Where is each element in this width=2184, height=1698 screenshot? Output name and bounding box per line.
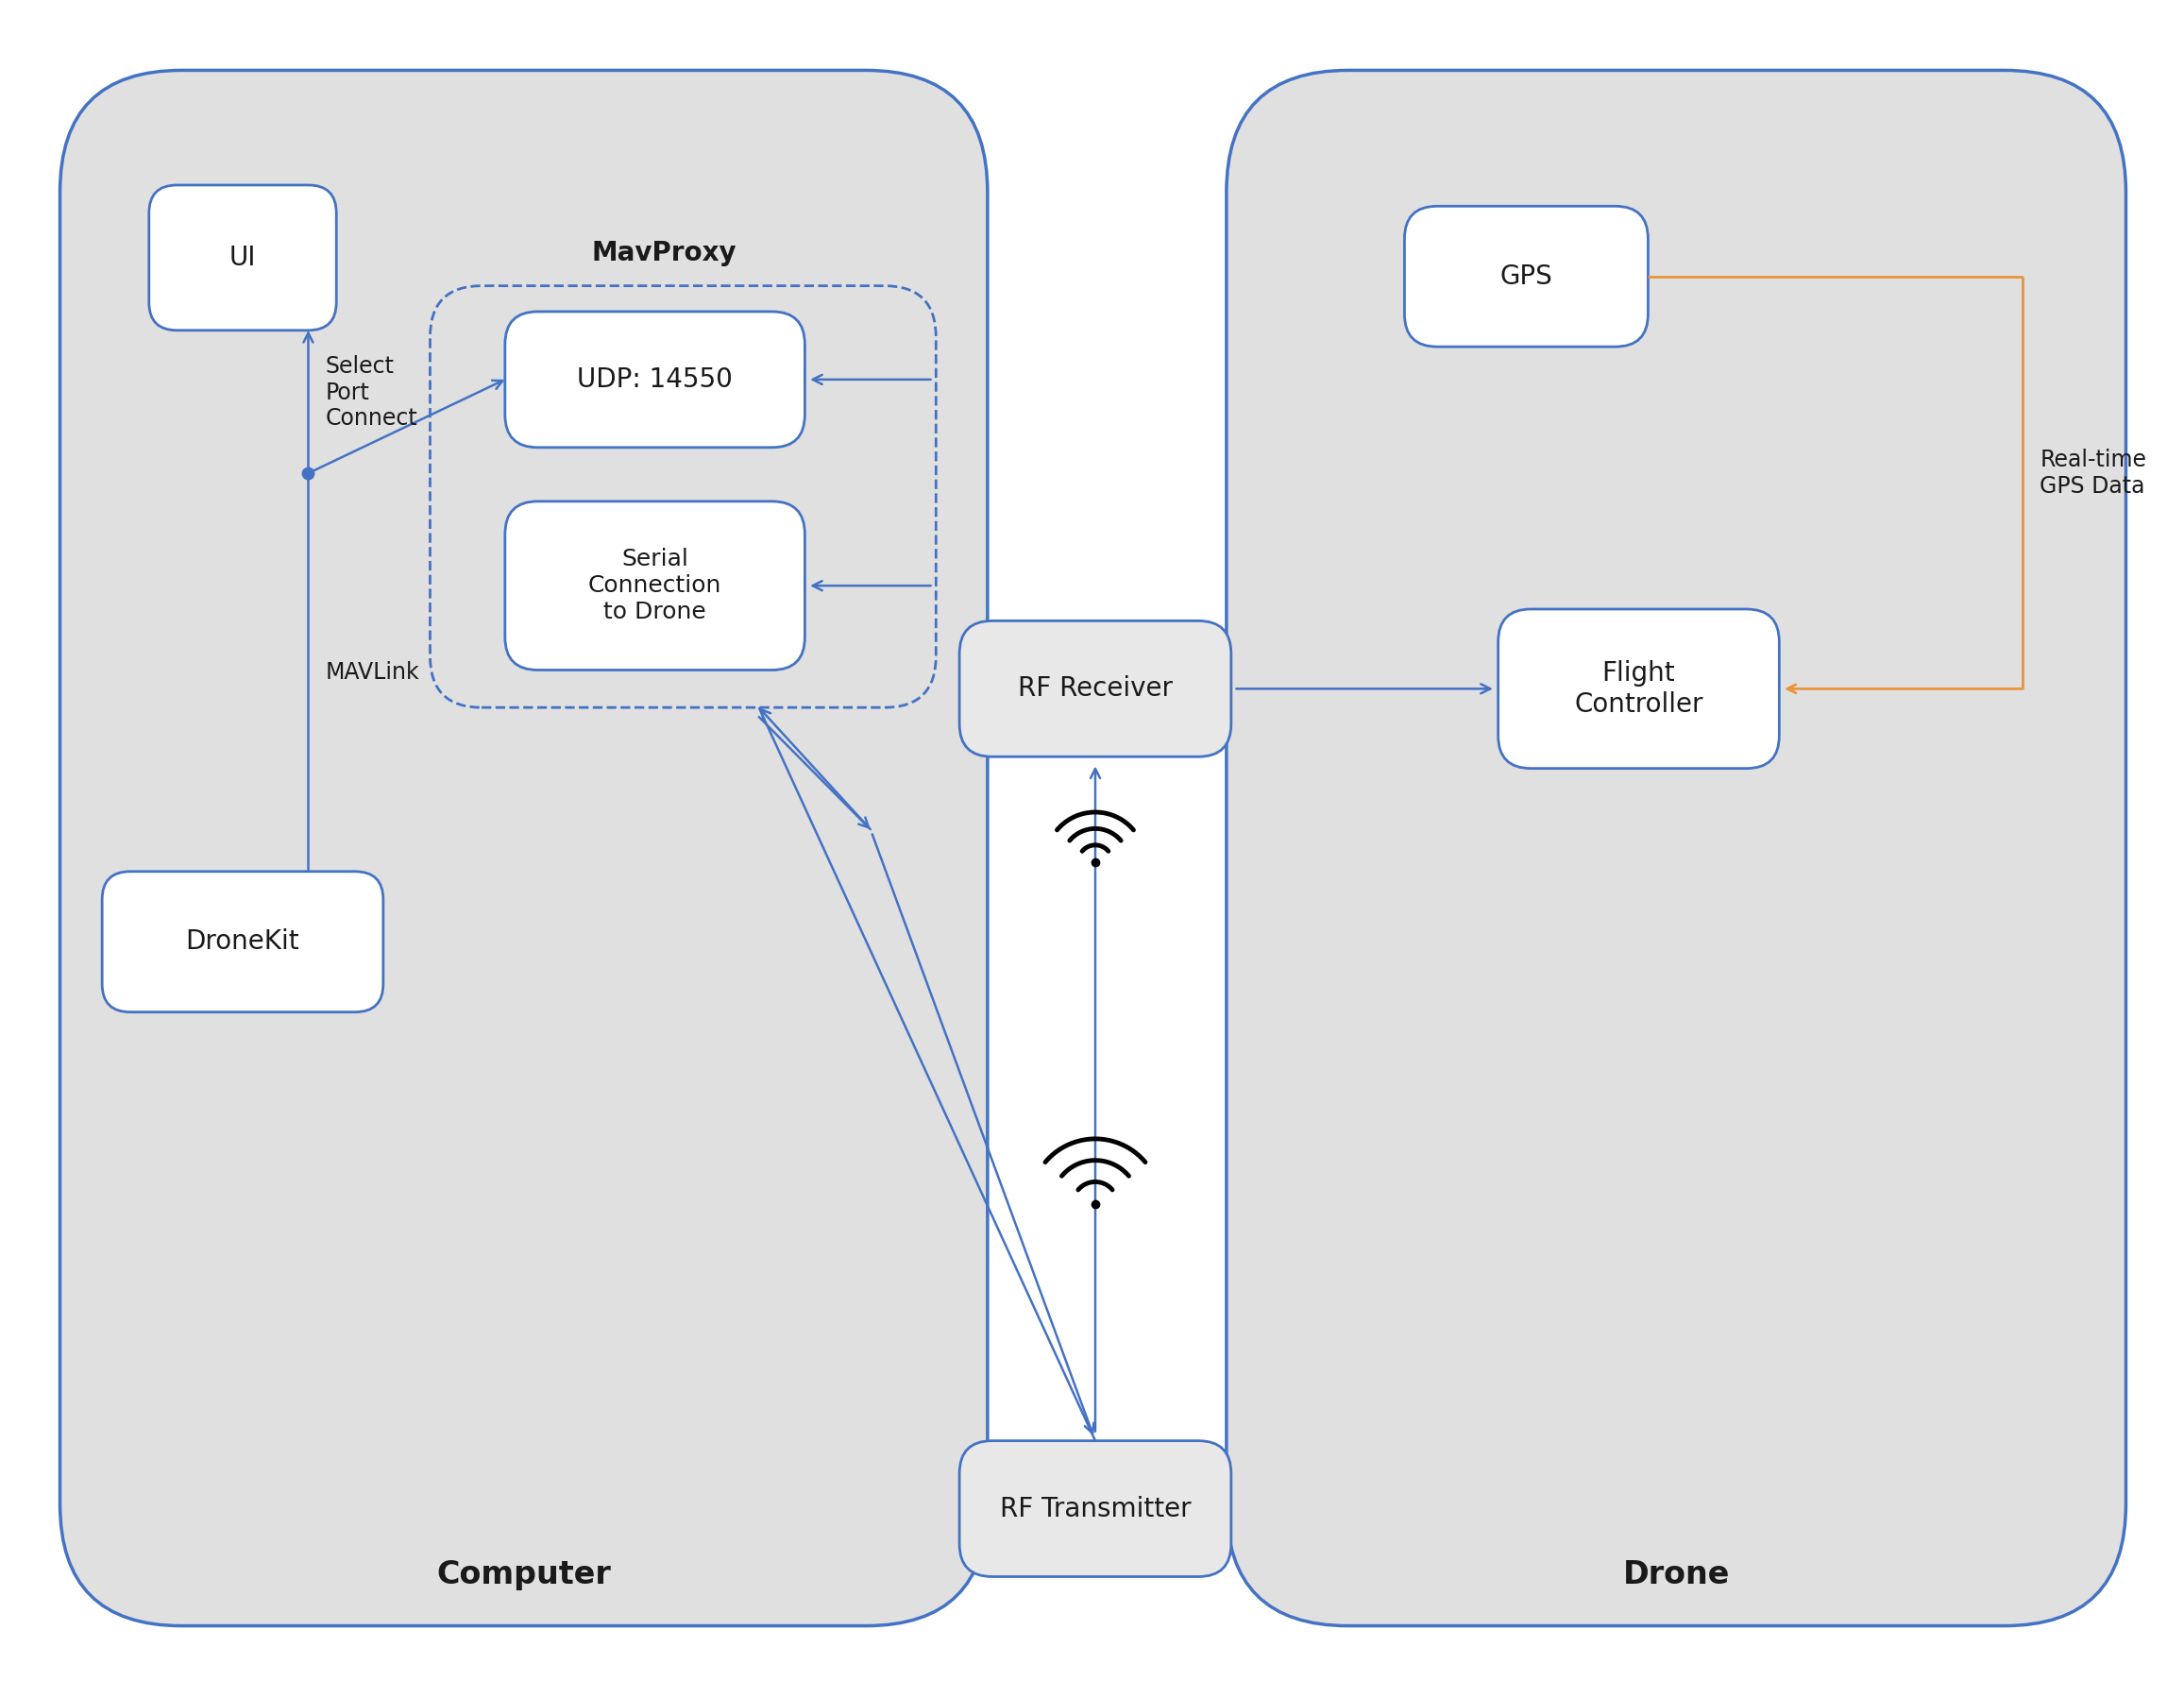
FancyBboxPatch shape xyxy=(1227,70,2125,1627)
FancyBboxPatch shape xyxy=(1498,610,1780,769)
FancyBboxPatch shape xyxy=(959,1442,1232,1577)
FancyBboxPatch shape xyxy=(505,501,806,671)
Text: Select
Port
Connect: Select Port Connect xyxy=(325,355,417,430)
FancyBboxPatch shape xyxy=(505,311,806,448)
Text: MAVLink: MAVLink xyxy=(325,661,419,684)
Text: RF Transmitter: RF Transmitter xyxy=(1000,1496,1190,1521)
FancyBboxPatch shape xyxy=(103,871,382,1012)
FancyBboxPatch shape xyxy=(149,185,336,331)
Text: UDP: 14550: UDP: 14550 xyxy=(577,367,734,392)
Text: UI: UI xyxy=(229,245,256,272)
FancyBboxPatch shape xyxy=(1404,205,1649,346)
Text: Drone: Drone xyxy=(1623,1559,1730,1589)
FancyBboxPatch shape xyxy=(959,621,1232,757)
Text: Computer: Computer xyxy=(437,1559,612,1589)
Text: RF Receiver: RF Receiver xyxy=(1018,676,1173,701)
Text: Serial
Connection
to Drone: Serial Connection to Drone xyxy=(587,548,721,623)
Text: DroneKit: DroneKit xyxy=(186,929,299,954)
Text: Real-time
GPS Data: Real-time GPS Data xyxy=(2040,448,2147,498)
Text: GPS: GPS xyxy=(1500,263,1553,290)
Text: MavProxy: MavProxy xyxy=(592,239,736,267)
FancyBboxPatch shape xyxy=(59,70,987,1627)
FancyBboxPatch shape xyxy=(430,285,937,708)
Text: Flight
Controller: Flight Controller xyxy=(1575,661,1704,717)
